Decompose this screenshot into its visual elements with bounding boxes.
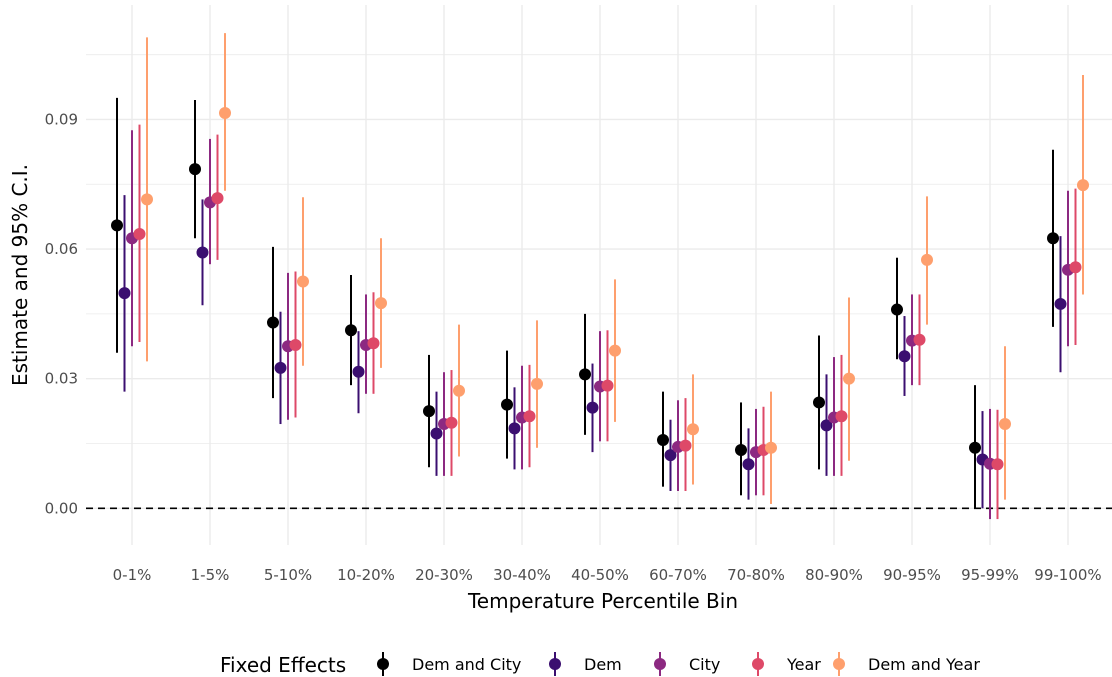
- estimate-point: [679, 439, 692, 452]
- estimate-point: [345, 324, 357, 337]
- estimate-point: [289, 338, 302, 351]
- x-tick-label: 30-40%: [493, 566, 551, 584]
- x-tick-label: 0-1%: [113, 566, 152, 584]
- estimate-point: [609, 344, 621, 357]
- legend-item: Dem: [549, 652, 622, 676]
- estimate-point: [664, 449, 677, 462]
- legend-item: Dem and Year: [833, 652, 980, 676]
- legend-key-point: [752, 658, 764, 670]
- y-tick-label: 0.09: [45, 110, 78, 128]
- estimate-point: [601, 379, 614, 392]
- estimate-point: [835, 410, 848, 423]
- estimate-point: [141, 193, 153, 206]
- x-tick-label: 10-20%: [337, 566, 395, 584]
- x-tick-labels: 0-1% 1-5% 5-10% 10-20% 20-30% 30-40% 40-50% 60-…: [113, 566, 1102, 584]
- estimate-point: [765, 441, 777, 454]
- estimate-point: [1077, 179, 1089, 192]
- x-tick-label: 95-99%: [961, 566, 1019, 584]
- x-tick-label: 1-5%: [191, 566, 230, 584]
- estimate-point: [196, 246, 209, 259]
- legend-label: Year: [786, 655, 821, 674]
- legend-label: Dem and City: [412, 655, 521, 674]
- estimate-point: [586, 401, 599, 414]
- legend-key-point: [549, 658, 561, 670]
- estimate-point: [921, 253, 933, 266]
- x-tick-label: 80-90%: [805, 566, 863, 584]
- estimate-point: [453, 384, 465, 397]
- estimate-point: [891, 303, 903, 316]
- y-tick-labels: 0.00 0.03 0.06 0.09: [45, 110, 78, 517]
- x-tick-label: 90-95%: [883, 566, 941, 584]
- estimate-point: [813, 396, 825, 409]
- estimate-point: [211, 192, 224, 205]
- legend-label: Dem and Year: [868, 655, 980, 674]
- estimate-point: [189, 163, 201, 176]
- legend-label: City: [689, 655, 720, 674]
- estimate-point: [991, 458, 1004, 471]
- y-tick-label: 0.06: [45, 240, 78, 258]
- estimate-point: [531, 377, 543, 390]
- y-tick-label: 0.03: [45, 370, 78, 388]
- x-tick-label: 99-100%: [1034, 566, 1101, 584]
- estimate-point: [999, 418, 1011, 431]
- estimate-point: [297, 275, 309, 288]
- estimate-point: [133, 227, 146, 240]
- estimate-point: [423, 405, 435, 418]
- legend-item: Dem and City: [377, 652, 521, 676]
- estimate-point: [1047, 232, 1059, 245]
- estimate-point: [657, 434, 669, 447]
- estimate-point: [742, 458, 755, 471]
- legend-item: City: [654, 652, 720, 676]
- estimate-point: [267, 316, 279, 329]
- legend-key-point: [833, 658, 845, 670]
- estimate-point: [523, 410, 536, 423]
- estimate-point: [274, 361, 287, 374]
- estimate-point: [375, 297, 387, 310]
- estimate-point: [352, 365, 365, 378]
- estimate-point: [735, 443, 747, 456]
- estimate-point: [579, 368, 591, 381]
- estimate-point: [367, 337, 380, 350]
- x-tick-label: 70-80%: [727, 566, 785, 584]
- estimate-point: [820, 419, 833, 432]
- estimate-point: [969, 441, 981, 454]
- estimate-point: [913, 333, 926, 346]
- estimate-point: [118, 287, 131, 300]
- x-axis-title: Temperature Percentile Bin: [467, 589, 738, 613]
- estimate-point: [843, 372, 855, 385]
- legend-items: Dem and City Dem City Year Dem and Year: [377, 652, 980, 676]
- estimate-point: [445, 416, 458, 429]
- x-tick-label: 60-70%: [649, 566, 707, 584]
- y-axis-title: Estimate and 95% C.I.: [8, 164, 32, 386]
- legend: Fixed Effects Dem and City Dem City Year Dem…: [220, 652, 980, 677]
- estimate-point: [501, 398, 513, 411]
- x-tick-label: 40-50%: [571, 566, 629, 584]
- legend-key-point: [654, 658, 666, 670]
- estimate-point: [1054, 297, 1067, 310]
- estimate-point: [687, 423, 699, 436]
- y-tick-label: 0.00: [45, 499, 78, 517]
- estimate-point: [219, 107, 231, 119]
- x-tick-label: 20-30%: [415, 566, 473, 584]
- series-dem: [118, 195, 1067, 509]
- legend-key-point: [377, 658, 389, 670]
- series-dem-and-year: [141, 33, 1089, 504]
- series-dem-and-city: [111, 97, 1059, 509]
- estimate-point: [898, 350, 911, 363]
- legend-item: Year: [752, 652, 821, 676]
- legend-title: Fixed Effects: [220, 653, 346, 677]
- estimate-point: [508, 422, 521, 435]
- legend-label: Dem: [584, 655, 622, 674]
- estimate-point: [1069, 261, 1082, 274]
- estimate-point: [430, 427, 443, 440]
- x-tick-label: 5-10%: [264, 566, 312, 584]
- estimate-point: [111, 219, 123, 232]
- series-year: [133, 124, 1082, 520]
- data-marks: [111, 33, 1089, 520]
